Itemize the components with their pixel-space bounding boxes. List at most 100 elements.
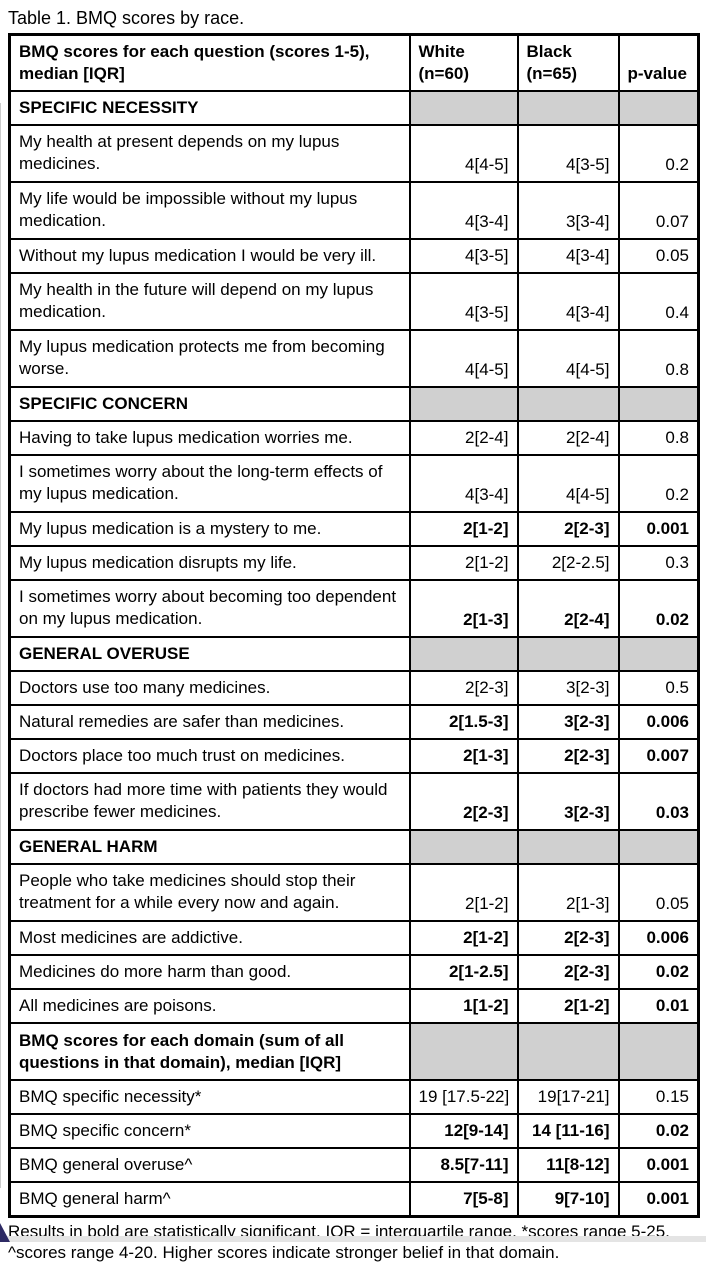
table-row: Having to take lupus medication worries … (8, 420, 700, 456)
black-value-cell: 9[7-10] (516, 1181, 620, 1218)
header-question-line1: BMQ scores for each question (scores 1-5… (19, 42, 370, 61)
table-row: If doctors had more time with patients t… (8, 772, 700, 831)
p-value-cell: 0.02 (617, 1113, 700, 1149)
section-fill-cell (617, 829, 700, 865)
section-fill-cell (617, 1022, 700, 1081)
white-value-cell: 12[9-14] (408, 1113, 519, 1149)
question-cell: Doctors use too many medicines. (8, 670, 411, 706)
p-value-cell: 0.001 (617, 511, 700, 547)
bottom-edge-strip (0, 1236, 706, 1242)
black-value-cell: 2[2-3] (516, 511, 620, 547)
p-value-cell: 0.8 (617, 329, 700, 388)
white-value-cell: 2[1-2] (408, 863, 519, 922)
white-value-cell: 2[2-3] (408, 772, 519, 831)
white-value-cell: 2[1-2.5] (408, 954, 519, 990)
black-value-cell: 3[3-4] (516, 181, 620, 240)
section-fill-cell (516, 1022, 620, 1081)
question-cell: BMQ specific concern* (8, 1113, 411, 1149)
black-value-cell: 4[4-5] (516, 329, 620, 388)
table-row: BMQ specific concern* 12[9-14] 14 [11-16] 0… (8, 1113, 700, 1149)
white-value-cell: 4[4-5] (408, 329, 519, 388)
table-row: My life would be impossible without my l… (8, 181, 700, 240)
black-value-cell: 11[8-12] (516, 1147, 620, 1183)
section-label-cell: GENERAL HARM (8, 829, 411, 865)
section-fill-cell (617, 90, 700, 126)
table-row: My lupus medication is a mystery to me. 2… (8, 511, 700, 547)
p-value-cell: 0.2 (617, 124, 700, 183)
section-fill-cell (516, 90, 620, 126)
question-cell: My life would be impossible without my l… (8, 181, 411, 240)
section-label-cell: SPECIFIC NECESSITY (8, 90, 411, 126)
table-row: Without my lupus medication I would be v… (8, 238, 700, 274)
p-value-cell: 0.4 (617, 272, 700, 331)
black-value-cell: 2[1-2] (516, 988, 620, 1024)
bmq-table: BMQ scores for each question (scores 1-5… (8, 33, 700, 1218)
header-question-col: BMQ scores for each question (scores 1-5… (8, 33, 411, 92)
black-value-cell: 19[17-21] (516, 1079, 620, 1115)
table-row: I sometimes worry about the long-term ef… (8, 454, 700, 513)
question-cell: Natural remedies are safer than medicine… (8, 704, 411, 740)
question-cell: My health in the future will depend on m… (8, 272, 411, 331)
p-value-cell: 0.8 (617, 420, 700, 456)
section-row: BMQ scores for each domain (sum of all q… (8, 1022, 700, 1081)
black-value-cell: 3[2-3] (516, 772, 620, 831)
p-value-cell: 0.001 (617, 1181, 700, 1218)
white-value-cell: 4[3-4] (408, 181, 519, 240)
black-value-cell: 2[2-4] (516, 420, 620, 456)
table-row: I sometimes worry about becoming too dep… (8, 579, 700, 638)
p-value-cell: 0.006 (617, 920, 700, 956)
header-white-line1: White (418, 42, 465, 61)
black-value-cell: 4[3-4] (516, 272, 620, 331)
section-fill-cell (516, 386, 620, 422)
white-value-cell: 2[1-2] (408, 920, 519, 956)
table-body: SPECIFIC NECESSITY My health at present d… (8, 90, 700, 1218)
white-value-cell: 4[3-5] (408, 272, 519, 331)
question-cell: I sometimes worry about the long-term ef… (8, 454, 411, 513)
black-value-cell: 4[3-4] (516, 238, 620, 274)
section-fill-cell (408, 829, 519, 865)
white-value-cell: 2[1-3] (408, 579, 519, 638)
p-value-cell: 0.5 (617, 670, 700, 706)
slide-corner-triangle (0, 1223, 10, 1242)
table-row: Natural remedies are safer than medicine… (8, 704, 700, 740)
white-value-cell: 2[2-4] (408, 420, 519, 456)
white-value-cell: 4[4-5] (408, 124, 519, 183)
white-value-cell: 2[1-3] (408, 738, 519, 774)
table-row: My lupus medication disrupts my life. 2[1… (8, 545, 700, 581)
table-row: Doctors place too much trust on medicine… (8, 738, 700, 774)
header-black-line2: (n=65) (526, 64, 578, 83)
section-fill-cell (617, 636, 700, 672)
table-row: BMQ specific necessity* 19 [17.5-22] 19[17… (8, 1079, 700, 1115)
question-cell: Without my lupus medication I would be v… (8, 238, 411, 274)
table-row: My lupus medication protects me from bec… (8, 329, 700, 388)
header-black-col: Black (n=65) (516, 33, 620, 92)
question-cell: Medicines do more harm than good. (8, 954, 411, 990)
question-cell: My lupus medication protects me from bec… (8, 329, 411, 388)
table-row: BMQ general harm^ 7[5-8] 9[7-10] 0.001 (8, 1181, 700, 1218)
black-value-cell: 3[2-3] (516, 704, 620, 740)
section-fill-cell (408, 90, 519, 126)
question-cell: BMQ general overuse^ (8, 1147, 411, 1183)
black-value-cell: 2[2-3] (516, 954, 620, 990)
black-value-cell: 4[3-5] (516, 124, 620, 183)
question-cell: My lupus medication is a mystery to me. (8, 511, 411, 547)
white-value-cell: 4[3-4] (408, 454, 519, 513)
question-cell: Having to take lupus medication worries … (8, 420, 411, 456)
question-cell: All medicines are poisons. (8, 988, 411, 1024)
table-row: Most medicines are addictive. 2[1-2] 2[2-3… (8, 920, 700, 956)
white-value-cell: 8.5[7-11] (408, 1147, 519, 1183)
p-value-cell: 0.15 (617, 1079, 700, 1115)
table-row: My health at present depends on my lupus… (8, 124, 700, 183)
question-cell: Doctors place too much trust on medicine… (8, 738, 411, 774)
section-row: SPECIFIC NECESSITY (8, 90, 700, 126)
p-value-cell: 0.03 (617, 772, 700, 831)
section-label-cell: SPECIFIC CONCERN (8, 386, 411, 422)
black-value-cell: 3[2-3] (516, 670, 620, 706)
p-value-cell: 0.2 (617, 454, 700, 513)
p-value-cell: 0.05 (617, 238, 700, 274)
black-value-cell: 14 [11-16] (516, 1113, 620, 1149)
p-value-cell: 0.3 (617, 545, 700, 581)
section-fill-cell (408, 386, 519, 422)
black-value-cell: 2[2-3] (516, 920, 620, 956)
p-value-cell: 0.006 (617, 704, 700, 740)
